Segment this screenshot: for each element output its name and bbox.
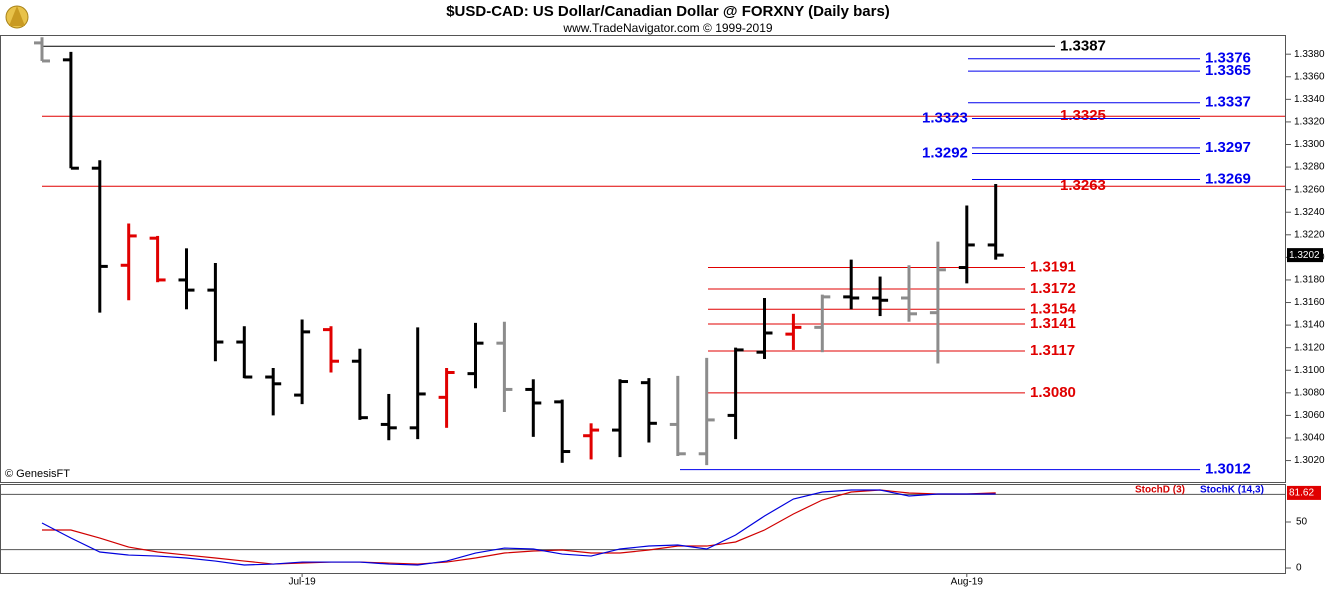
y-tick-label: 1.3260 — [1294, 184, 1325, 195]
y-tick-label: 1.3180 — [1294, 275, 1325, 286]
price-panel — [0, 35, 1286, 483]
y-tick-label: 1.3040 — [1294, 433, 1325, 444]
current-value-box — [1287, 485, 1321, 500]
y-tick-label: 1.3320 — [1294, 117, 1325, 128]
y-tick-label: 1.3020 — [1294, 455, 1325, 466]
level-label: 1.3325 — [1060, 107, 1106, 124]
level-label: 1.3269 — [1205, 170, 1251, 187]
level-label: 1.3365 — [1205, 62, 1251, 79]
source-note: © GenesisFT — [5, 468, 70, 480]
y-tick-label: 1.3160 — [1294, 297, 1325, 308]
level-label: 1.3376 — [1205, 50, 1251, 67]
level-label: 1.3154 — [1030, 300, 1077, 317]
level-label: 1.3141 — [1030, 315, 1076, 332]
y-tick-label: 1.3120 — [1294, 342, 1325, 353]
level-label: 1.3323 — [922, 109, 968, 126]
current-price-box — [1287, 248, 1323, 263]
y-tick-label: 1.3140 — [1294, 320, 1325, 331]
y-tick-label: 0 — [1296, 563, 1302, 574]
level-label: 1.3080 — [1030, 384, 1076, 401]
y-tick-label: 1.3240 — [1294, 207, 1325, 218]
y-tick-label: 1.3380 — [1294, 49, 1325, 60]
level-label: 1.3292 — [922, 144, 968, 161]
y-tick-label: 1.3360 — [1294, 71, 1325, 82]
y-tick-label: 1.3300 — [1294, 139, 1325, 150]
level-label: 1.3387 — [1060, 37, 1106, 54]
y-tick-label: 1.3280 — [1294, 162, 1325, 173]
current-value-label: 81.62 — [1289, 488, 1314, 499]
y-tick-label: 1.3220 — [1294, 229, 1325, 240]
y-tick-label: 50 — [1296, 517, 1308, 528]
level-label: 1.3337 — [1205, 94, 1251, 111]
chart-title: $USD-CAD: US Dollar/Canadian Dollar @ FO… — [446, 3, 890, 20]
y-tick-label: 1.3060 — [1294, 410, 1325, 421]
current-price-label: 1.3202 — [1289, 250, 1320, 261]
y-tick-label: 1.3340 — [1294, 94, 1325, 105]
level-label: 1.3297 — [1205, 139, 1251, 156]
stoch-line — [41, 489, 996, 566]
level-label: 1.3012 — [1205, 461, 1251, 478]
level-label: 1.3263 — [1060, 177, 1106, 194]
stoch-panel — [0, 484, 1286, 574]
level-label: 1.3117 — [1030, 342, 1075, 359]
chart-subtitle: www.TradeNavigator.com © 1999-2019 — [562, 21, 772, 35]
legend-label: StochK (14,3) — [1200, 485, 1264, 496]
level-label: 1.3172 — [1030, 280, 1076, 297]
x-tick-label: Jul-19 — [288, 577, 316, 588]
legend-label: StochD (3) — [1135, 485, 1185, 496]
y-tick-label: 1.3080 — [1294, 387, 1325, 398]
logo — [5, 5, 29, 29]
x-tick-label: Aug-19 — [951, 577, 984, 588]
stoch-line — [42, 489, 996, 565]
y-tick-label: 1.3100 — [1294, 365, 1325, 376]
level-label: 1.3191 — [1030, 258, 1076, 275]
